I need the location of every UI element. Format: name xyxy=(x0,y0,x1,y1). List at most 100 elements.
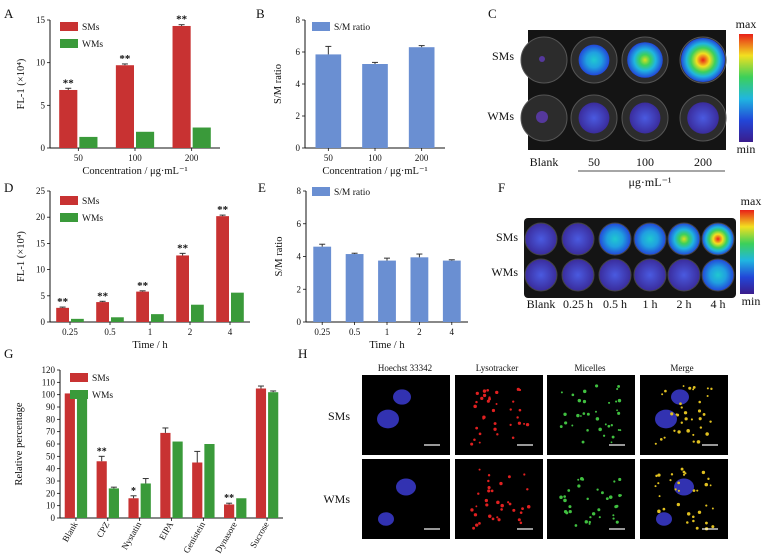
vesicle-dot xyxy=(571,393,575,397)
y-tick-label-A: 15 xyxy=(36,15,46,25)
vesicle-dot xyxy=(477,492,480,495)
panel-letter-a: A xyxy=(4,6,14,21)
vesicle-dot xyxy=(516,416,519,419)
vesicle-dot xyxy=(661,393,664,396)
vesicle-dot xyxy=(674,488,677,491)
bar-G-wms-5 xyxy=(236,498,247,518)
legend-label-E-0: S/M ratio xyxy=(334,188,370,198)
vesicle-dot xyxy=(692,386,696,389)
legend-label-D-0: SMs xyxy=(82,197,100,207)
significance-mark-D: ** xyxy=(97,290,109,302)
vesicle-dot xyxy=(584,520,588,524)
vesicle-dot xyxy=(509,408,512,411)
panel-f-wellplate: SMs WMs Blank 0.25 h 0.5 h 1 h 2 h 4 h m… xyxy=(491,194,761,311)
significance-mark-D: ** xyxy=(137,280,149,292)
y-axis-label-D: FL-1 (×10⁴) xyxy=(16,231,27,282)
bar-B-smratio-0 xyxy=(315,54,342,148)
vesicle-dot xyxy=(496,500,500,505)
plate-f-col-025h: 0.25 h xyxy=(563,297,593,311)
vesicle-dot xyxy=(619,429,622,432)
vesicle-dot xyxy=(605,497,609,501)
vesicle-dot xyxy=(568,505,572,509)
x-axis-label-E: Time / h xyxy=(369,340,405,351)
vesicle-dot xyxy=(571,424,574,427)
nucleus-wms-0-0 xyxy=(396,478,416,496)
plate-f-col-1h: 1 h xyxy=(643,297,658,311)
bar-B-smratio-1 xyxy=(362,64,388,148)
vesicle-dot xyxy=(683,411,688,415)
y-tick-label-B: 8 xyxy=(296,15,301,25)
bar-G-sms-1 xyxy=(96,461,107,518)
bar-G-wms-0 xyxy=(76,393,88,518)
vesicle-dot xyxy=(475,400,478,404)
bar-G-wms-6 xyxy=(268,392,279,518)
plate-c-row-wms: WMs xyxy=(487,109,514,123)
vesicle-dot xyxy=(482,417,485,420)
nucleus-sms-3-0 xyxy=(671,389,689,405)
micro-tile-sms-2 xyxy=(547,375,635,455)
x-tick-label-E: 0.25 xyxy=(314,327,330,337)
vesicle-dot xyxy=(692,440,695,443)
vesicle-dot xyxy=(490,489,494,493)
micro-col-hoechst: Hoechst 33342 xyxy=(378,363,432,373)
vesicle-dot xyxy=(677,430,681,434)
vesicle-dot xyxy=(482,393,487,398)
colorbar-c-min: min xyxy=(737,142,756,156)
vesicle-dot xyxy=(495,402,498,405)
vesicle-dot xyxy=(657,473,661,477)
vesicle-dot xyxy=(597,508,601,512)
bar-D-sms-1 xyxy=(96,302,109,322)
y-tick-label-G: 30 xyxy=(46,476,56,486)
panel-letter-g: G xyxy=(4,346,13,361)
chart-g: 0 10 20 30 40 50 60 70 80 90 100 110 120 Relative per… xyxy=(14,365,283,555)
y-tick-label-D: 10 xyxy=(36,265,46,275)
x-tick-label-D: 4 xyxy=(228,327,233,337)
y-tick-label-E: 8 xyxy=(297,186,302,196)
panel-letter-f: F xyxy=(498,180,505,195)
panel-letter-e: E xyxy=(258,180,266,195)
vesicle-dot xyxy=(618,477,622,482)
vesicle-dot xyxy=(486,388,490,392)
vesicle-dot xyxy=(563,495,566,498)
y-tick-label-D: 20 xyxy=(36,212,46,222)
bar-A-wms-2 xyxy=(192,127,211,148)
vesicle-dot xyxy=(616,387,619,391)
vesicle-dot xyxy=(512,400,515,403)
vesicle-dot xyxy=(692,489,696,492)
vesicle-dot xyxy=(680,467,684,471)
x-tick-label-G: EIPA xyxy=(157,520,175,542)
vesicle-dot xyxy=(684,417,688,421)
well-c-sms-1 xyxy=(578,44,610,76)
vesicle-dot xyxy=(616,409,618,412)
x-tick-label-E: 1 xyxy=(385,327,390,337)
well-f-sms-5 xyxy=(701,222,735,256)
bar-E-smratio-1 xyxy=(345,254,364,322)
vesicle-dot xyxy=(579,415,582,417)
bar-A-sms-0 xyxy=(59,89,78,148)
vesicle-dot xyxy=(706,394,709,397)
legend-swatch-G-0 xyxy=(70,373,88,382)
vesicle-dot xyxy=(486,399,490,403)
micro-tile-sms-3 xyxy=(640,375,728,455)
vesicle-dot xyxy=(473,438,476,441)
vesicle-dot xyxy=(613,480,616,483)
vesicle-dot xyxy=(581,440,585,444)
y-tick-label-G: 10 xyxy=(46,501,56,511)
legend-label-A-0: SMs xyxy=(82,23,100,33)
legend-label-A-1: WMs xyxy=(82,40,103,50)
nucleus-wms-3-0 xyxy=(674,478,694,496)
vesicle-dot xyxy=(688,386,692,390)
vesicle-dot xyxy=(596,488,599,491)
micro-tile-wms-0 xyxy=(362,459,450,539)
vesicle-dot xyxy=(705,432,709,436)
colorbar-c xyxy=(739,34,753,142)
x-axis-label-B: Concentration / μg·mL⁻¹ xyxy=(322,166,427,177)
significance-mark-G: ** xyxy=(224,493,234,504)
vesicle-dot xyxy=(487,486,491,490)
vesicle-dot xyxy=(618,494,622,498)
vesicle-dot xyxy=(608,401,611,404)
vesicle-dot xyxy=(577,398,582,403)
vesicle-dot xyxy=(487,479,490,483)
y-tick-label-G: 20 xyxy=(46,488,56,498)
